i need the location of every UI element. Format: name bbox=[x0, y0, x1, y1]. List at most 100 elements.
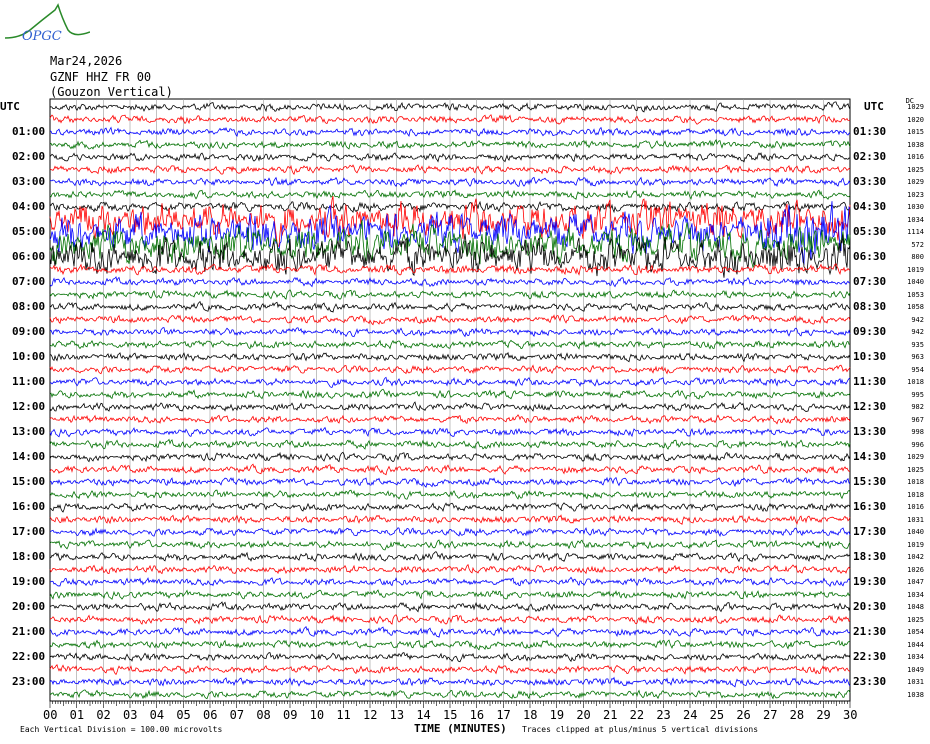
trace-28 bbox=[49, 451, 851, 463]
dc-offset-label: 1034 bbox=[907, 653, 924, 661]
left-time-label: 19:00 bbox=[12, 575, 46, 588]
dc-offset-label: 1038 bbox=[907, 140, 924, 149]
right-time-label: 15:30 bbox=[853, 475, 887, 488]
left-time-label: 09:00 bbox=[12, 325, 46, 338]
dc-offset-label: 1053 bbox=[907, 290, 924, 299]
left-axis-title: UTC bbox=[0, 100, 20, 113]
right-time-label: 01:30 bbox=[853, 125, 887, 138]
right-axis-title: UTC bbox=[864, 100, 884, 113]
trace-27 bbox=[49, 438, 851, 450]
dc-offset-label: 1016 bbox=[907, 503, 924, 511]
dc-offset-label: 1023 bbox=[907, 190, 924, 199]
trace-21 bbox=[49, 364, 851, 375]
x-tick-label: 10 bbox=[309, 708, 325, 722]
trace-23 bbox=[49, 388, 851, 400]
right-time-label: 10:30 bbox=[853, 350, 887, 363]
dc-offset-label: 1034 bbox=[907, 215, 924, 224]
right-time-label: 02:30 bbox=[853, 150, 887, 163]
right-time-label: 16:30 bbox=[853, 500, 887, 513]
left-time-label: 11:00 bbox=[12, 375, 46, 388]
x-tick-label: 15 bbox=[443, 708, 458, 722]
x-tick-label: 25 bbox=[709, 708, 725, 722]
trace-37 bbox=[49, 563, 851, 575]
trace-5 bbox=[49, 164, 851, 176]
x-tick-label: 28 bbox=[789, 708, 805, 722]
dc-offset-label: 572 bbox=[911, 240, 924, 249]
right-time-label: 04:30 bbox=[853, 200, 887, 213]
x-tick-label: 21 bbox=[603, 708, 618, 722]
right-time-label: 22:30 bbox=[853, 650, 887, 663]
x-tick-label: 12 bbox=[363, 708, 378, 722]
dc-header: DC bbox=[905, 97, 914, 105]
trace-2 bbox=[49, 126, 851, 138]
trace-42 bbox=[49, 625, 851, 638]
x-tick-label: 05 bbox=[176, 708, 191, 722]
trace-46 bbox=[49, 676, 851, 688]
left-time-label: 05:00 bbox=[12, 225, 46, 238]
svg-text:OPGC: OPGC bbox=[22, 29, 62, 44]
trace-41 bbox=[49, 614, 851, 625]
trace-19 bbox=[49, 339, 851, 350]
trace-15 bbox=[49, 289, 851, 300]
trace-16 bbox=[49, 300, 851, 313]
dc-offset-label: 1018 bbox=[907, 378, 924, 386]
left-time-label: 13:00 bbox=[12, 425, 46, 438]
left-time-label: 04:00 bbox=[12, 200, 46, 213]
trace-35 bbox=[49, 539, 851, 551]
trace-43 bbox=[49, 639, 851, 651]
dc-offset-label: 1025 bbox=[907, 615, 924, 624]
dc-offset-label: 995 bbox=[911, 390, 924, 399]
dc-offset-label: 942 bbox=[911, 315, 924, 324]
right-time-label: 23:30 bbox=[853, 675, 887, 688]
dc-offset-label: 1018 bbox=[907, 490, 924, 499]
left-time-label: 10:00 bbox=[12, 350, 46, 363]
trace-6 bbox=[49, 176, 851, 188]
left-time-label: 03:00 bbox=[12, 175, 46, 188]
dc-offset-label: 1026 bbox=[907, 565, 924, 574]
trace-7 bbox=[49, 189, 851, 200]
dc-offset-label: 1019 bbox=[907, 540, 924, 549]
left-time-label: 06:00 bbox=[12, 250, 46, 263]
trace-20 bbox=[50, 351, 851, 363]
right-time-label: 08:30 bbox=[853, 300, 887, 313]
left-time-label: 21:00 bbox=[12, 625, 46, 638]
trace-36 bbox=[49, 551, 851, 563]
x-tick-label: 16 bbox=[469, 708, 485, 722]
x-tick-label: 24 bbox=[683, 708, 698, 722]
left-time-label: 15:00 bbox=[12, 475, 46, 488]
x-tick-label: 29 bbox=[816, 708, 831, 722]
x-tick-label: 19 bbox=[549, 708, 565, 722]
trace-39 bbox=[49, 589, 851, 600]
trace-38 bbox=[49, 576, 851, 588]
dc-offset-label: 1019 bbox=[907, 265, 924, 274]
x-tick-label: 23 bbox=[656, 708, 671, 722]
right-time-label: 13:30 bbox=[853, 425, 887, 438]
dc-offset-label: 1025 bbox=[907, 465, 924, 474]
right-time-label: 07:30 bbox=[853, 275, 887, 288]
trace-3 bbox=[49, 139, 851, 150]
trace-13 bbox=[49, 263, 851, 276]
right-time-label: 21:30 bbox=[853, 625, 887, 638]
x-tick-label: 20 bbox=[576, 708, 591, 722]
dc-offset-label: 998 bbox=[911, 428, 924, 436]
scale-note: Each Vertical Division = 100.00 microvol… bbox=[20, 725, 223, 734]
right-time-label: 20:30 bbox=[853, 600, 887, 613]
trace-45 bbox=[49, 664, 851, 676]
dc-offset-label: 1029 bbox=[907, 178, 924, 186]
trace-0 bbox=[49, 101, 851, 113]
dc-offset-label: 1042 bbox=[907, 553, 924, 561]
x-tick-label: 14 bbox=[416, 708, 431, 722]
left-time-label: 23:00 bbox=[12, 675, 46, 688]
trace-18 bbox=[49, 327, 851, 338]
dc-offset-label: 1025 bbox=[907, 165, 924, 174]
right-time-label: 14:30 bbox=[853, 450, 887, 463]
dc-offset-label: 963 bbox=[911, 353, 924, 361]
dc-offset-label: 982 bbox=[911, 403, 924, 411]
trace-33 bbox=[49, 514, 851, 526]
dc-offset-label: 1015 bbox=[907, 128, 924, 136]
dc-offset-label: 1034 bbox=[907, 590, 924, 599]
x-tick-label: 04 bbox=[149, 708, 165, 722]
trace-9 bbox=[49, 195, 851, 247]
right-time-label: 03:30 bbox=[853, 175, 887, 188]
